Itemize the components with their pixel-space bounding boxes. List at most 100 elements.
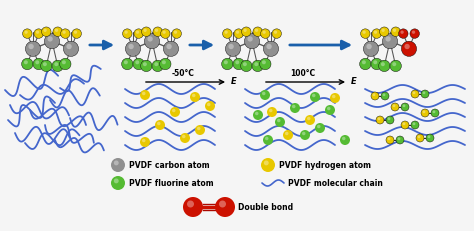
Circle shape bbox=[160, 58, 171, 70]
Circle shape bbox=[164, 41, 179, 56]
Text: PVDF carbon atom: PVDF carbon atom bbox=[129, 161, 210, 170]
Text: E: E bbox=[231, 77, 237, 86]
Circle shape bbox=[401, 30, 404, 34]
Circle shape bbox=[404, 44, 410, 49]
Circle shape bbox=[157, 122, 161, 125]
Circle shape bbox=[140, 137, 150, 147]
Circle shape bbox=[170, 107, 180, 117]
Circle shape bbox=[385, 36, 391, 42]
Circle shape bbox=[376, 116, 384, 124]
Circle shape bbox=[244, 29, 247, 32]
Circle shape bbox=[264, 41, 279, 56]
Circle shape bbox=[312, 94, 316, 97]
Circle shape bbox=[166, 44, 172, 49]
Circle shape bbox=[136, 30, 139, 34]
Circle shape bbox=[305, 115, 315, 125]
Circle shape bbox=[255, 112, 258, 115]
Circle shape bbox=[55, 29, 58, 32]
Circle shape bbox=[361, 29, 370, 38]
Circle shape bbox=[26, 41, 41, 56]
Circle shape bbox=[381, 62, 385, 66]
Circle shape bbox=[53, 27, 63, 36]
Circle shape bbox=[285, 132, 289, 135]
Circle shape bbox=[41, 60, 52, 72]
Circle shape bbox=[190, 92, 200, 102]
Circle shape bbox=[366, 44, 372, 49]
Circle shape bbox=[162, 60, 166, 64]
Circle shape bbox=[128, 44, 134, 49]
Circle shape bbox=[140, 90, 150, 100]
Circle shape bbox=[223, 29, 232, 38]
Circle shape bbox=[416, 134, 424, 142]
Circle shape bbox=[235, 60, 239, 64]
Circle shape bbox=[363, 30, 366, 34]
Circle shape bbox=[253, 27, 263, 36]
Circle shape bbox=[254, 62, 258, 66]
Text: -50°C: -50°C bbox=[172, 69, 194, 78]
Circle shape bbox=[183, 197, 203, 217]
Circle shape bbox=[386, 116, 394, 124]
Text: 100°C: 100°C bbox=[291, 69, 316, 78]
Circle shape bbox=[307, 117, 310, 120]
Circle shape bbox=[330, 93, 340, 103]
Circle shape bbox=[155, 120, 165, 130]
Circle shape bbox=[144, 29, 147, 32]
Circle shape bbox=[225, 30, 228, 34]
Circle shape bbox=[302, 132, 306, 135]
Circle shape bbox=[372, 29, 382, 38]
Circle shape bbox=[163, 30, 166, 34]
Circle shape bbox=[34, 29, 44, 38]
Circle shape bbox=[421, 90, 429, 98]
Circle shape bbox=[126, 41, 141, 56]
Circle shape bbox=[125, 30, 128, 34]
Circle shape bbox=[393, 29, 396, 32]
Circle shape bbox=[228, 44, 234, 49]
Circle shape bbox=[264, 161, 269, 165]
Circle shape bbox=[133, 58, 145, 70]
Circle shape bbox=[402, 122, 405, 125]
Circle shape bbox=[52, 60, 64, 72]
Circle shape bbox=[433, 110, 436, 113]
Circle shape bbox=[215, 197, 235, 217]
Circle shape bbox=[35, 60, 39, 64]
Circle shape bbox=[382, 29, 385, 32]
Circle shape bbox=[317, 125, 320, 128]
Circle shape bbox=[22, 58, 33, 70]
Circle shape bbox=[265, 137, 268, 140]
Circle shape bbox=[381, 92, 389, 100]
Circle shape bbox=[44, 29, 47, 32]
Circle shape bbox=[412, 30, 415, 34]
Circle shape bbox=[187, 201, 194, 207]
Circle shape bbox=[267, 107, 277, 117]
Circle shape bbox=[388, 117, 391, 120]
Circle shape bbox=[153, 27, 163, 36]
Circle shape bbox=[155, 29, 158, 32]
Circle shape bbox=[423, 110, 425, 113]
Circle shape bbox=[374, 60, 377, 64]
Circle shape bbox=[114, 179, 118, 183]
Circle shape bbox=[411, 90, 419, 98]
Circle shape bbox=[386, 136, 394, 144]
Circle shape bbox=[55, 62, 58, 66]
Circle shape bbox=[172, 29, 182, 38]
Circle shape bbox=[401, 41, 417, 56]
Circle shape bbox=[292, 105, 295, 108]
Circle shape bbox=[396, 136, 404, 144]
Circle shape bbox=[42, 27, 51, 36]
Circle shape bbox=[182, 135, 185, 138]
Circle shape bbox=[152, 60, 164, 72]
Circle shape bbox=[327, 107, 330, 110]
Circle shape bbox=[147, 36, 153, 42]
Circle shape bbox=[418, 135, 420, 138]
Circle shape bbox=[371, 92, 379, 100]
Circle shape bbox=[60, 58, 71, 70]
Circle shape bbox=[66, 44, 72, 49]
Circle shape bbox=[401, 121, 409, 129]
Circle shape bbox=[332, 95, 336, 98]
Circle shape bbox=[222, 58, 233, 70]
Circle shape bbox=[243, 62, 247, 66]
Circle shape bbox=[28, 44, 34, 49]
Circle shape bbox=[374, 30, 377, 34]
Circle shape bbox=[342, 137, 346, 140]
Circle shape bbox=[63, 30, 66, 34]
